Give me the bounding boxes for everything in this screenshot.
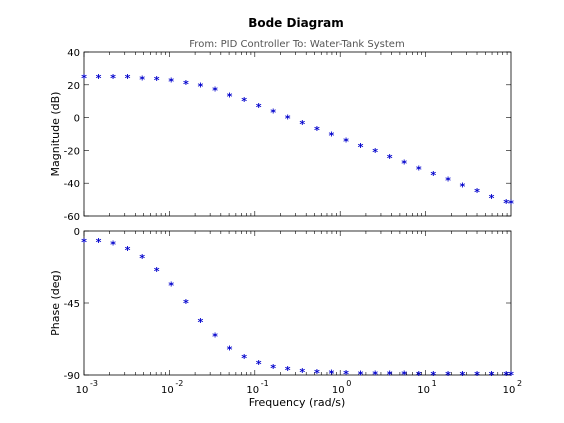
phase-ticks: 0 -45 -90 xyxy=(64,227,511,382)
magnitude-ytick-label: 40 xyxy=(67,48,80,59)
magnitude-point: * xyxy=(212,85,219,98)
magnitude-point: * xyxy=(343,135,350,148)
magnitude-point: * xyxy=(197,80,204,93)
magnitude-point: * xyxy=(299,118,306,131)
magnitude-point: * xyxy=(508,198,515,211)
phase-series: * * * ********* * * * * * * * * * * * * * * * * * ** xyxy=(81,236,515,382)
phase-point: * xyxy=(255,358,262,371)
magnitude-point: * xyxy=(488,192,495,205)
phase-point: * xyxy=(110,239,117,252)
magnitude-point: * xyxy=(372,146,379,159)
x-tick-exponent: -3 xyxy=(90,379,98,388)
phase-point: * xyxy=(183,297,190,310)
magnitude-point: * xyxy=(110,72,117,85)
phase-point: * xyxy=(459,369,466,382)
magnitude-point: * xyxy=(503,197,510,210)
chart-subtitle: From: PID Controller To: Water-Tank Syst… xyxy=(189,39,404,50)
magnitude-point: * xyxy=(445,175,452,188)
x-tick-label: 10 xyxy=(417,385,430,396)
chart-title: Bode Diagram xyxy=(248,16,344,30)
magnitude-point: * xyxy=(474,186,481,199)
phase-point: * xyxy=(474,369,481,382)
magnitude-point: * xyxy=(314,124,321,137)
magnitude-point: * xyxy=(183,78,190,91)
x-tick-exponent: 0 xyxy=(346,379,351,388)
magnitude-point: * xyxy=(241,95,248,108)
phase-ytick-label: -45 xyxy=(64,299,80,310)
magnitude-point: * xyxy=(284,112,291,125)
phase-axes: 0-45-90 * * * ********* * * * * * * * * * * * * * * * * * ** xyxy=(64,227,515,382)
x-tick-exponent: -1 xyxy=(261,379,269,388)
phase-point: * xyxy=(503,369,510,382)
magnitude-point: * xyxy=(81,72,88,85)
phase-point: * xyxy=(508,369,515,382)
magnitude-point: * xyxy=(139,73,146,86)
magnitude-point: * xyxy=(255,101,262,114)
magnitude-point: * xyxy=(401,158,408,171)
magnitude-ytick-label: 0 xyxy=(74,114,80,125)
magnitude-ytick-label: -40 xyxy=(64,179,80,190)
magnitude-ytick-label: -60 xyxy=(64,212,80,223)
magnitude-ticks: 40 20 0 -20 -40 -60 xyxy=(64,48,511,223)
phase-point: * xyxy=(241,352,248,365)
magnitude-point: * xyxy=(416,163,423,176)
x-tick-label: 10 xyxy=(76,385,89,396)
magnitude-series: * * * * * * * * * * * * * * * * * * * * * * * * * * * * * ** xyxy=(81,72,515,210)
x-axis-label: Frequency (rad/s) xyxy=(249,396,346,409)
phase-point: * xyxy=(416,369,423,382)
phase-point: * xyxy=(197,316,204,329)
phase-plot-frame xyxy=(83,230,512,376)
phase-ytick-label: 0 xyxy=(74,227,80,238)
x-tick-label: 10 xyxy=(332,385,345,396)
phase-point: * xyxy=(284,364,291,377)
phase-point: * xyxy=(343,368,350,381)
phase-point: * xyxy=(270,362,277,375)
phase-point: * xyxy=(430,369,437,382)
phase-point: * xyxy=(401,369,408,382)
magnitude-point: * xyxy=(386,152,393,165)
phase-ytick-label: -90 xyxy=(64,371,80,382)
phase-point: * xyxy=(314,367,321,380)
phase-point: * xyxy=(81,236,88,249)
magnitude-ytick-label: 20 xyxy=(67,81,80,92)
phase-point: * xyxy=(488,369,495,382)
x-tick-exponent: -2 xyxy=(175,379,183,388)
phase-point: * xyxy=(386,369,393,382)
x-tick-label: 10 xyxy=(246,385,259,396)
x-tick-exponent: 1 xyxy=(432,379,437,388)
x-tick-label: 10 xyxy=(503,385,516,396)
x-tick-exponent: 2 xyxy=(517,379,522,388)
x-tick-label: 10 xyxy=(161,385,174,396)
phase-point: * xyxy=(372,369,379,382)
phase-point: * xyxy=(95,236,102,249)
magnitude-point: * xyxy=(168,76,175,89)
magnitude-ylabel: Magnitude (dB) xyxy=(49,92,62,177)
phase-point: * xyxy=(212,331,219,344)
phase-point: * xyxy=(328,368,335,381)
phase-point: * xyxy=(124,244,131,257)
phase-point: * xyxy=(139,252,146,265)
magnitude-point: * xyxy=(95,72,102,85)
magnitude-point: * xyxy=(328,130,335,143)
phase-point: * xyxy=(168,279,175,292)
magnitude-point: * xyxy=(153,74,160,87)
magnitude-point: * xyxy=(270,107,277,120)
phase-point: * xyxy=(153,265,160,278)
phase-point: * xyxy=(445,369,452,382)
magnitude-plot-frame xyxy=(83,51,512,217)
phase-point: * xyxy=(226,343,233,356)
magnitude-point: * xyxy=(124,72,131,85)
phase-ylabel: Phase (deg) xyxy=(49,270,62,336)
magnitude-point: * xyxy=(430,169,437,182)
phase-point: * xyxy=(299,366,306,379)
phase-point: * xyxy=(357,368,364,381)
magnitude-point: * xyxy=(226,90,233,103)
magnitude-ytick-label: -20 xyxy=(64,146,80,157)
magnitude-point: * xyxy=(459,180,466,193)
magnitude-point: * xyxy=(357,141,364,154)
